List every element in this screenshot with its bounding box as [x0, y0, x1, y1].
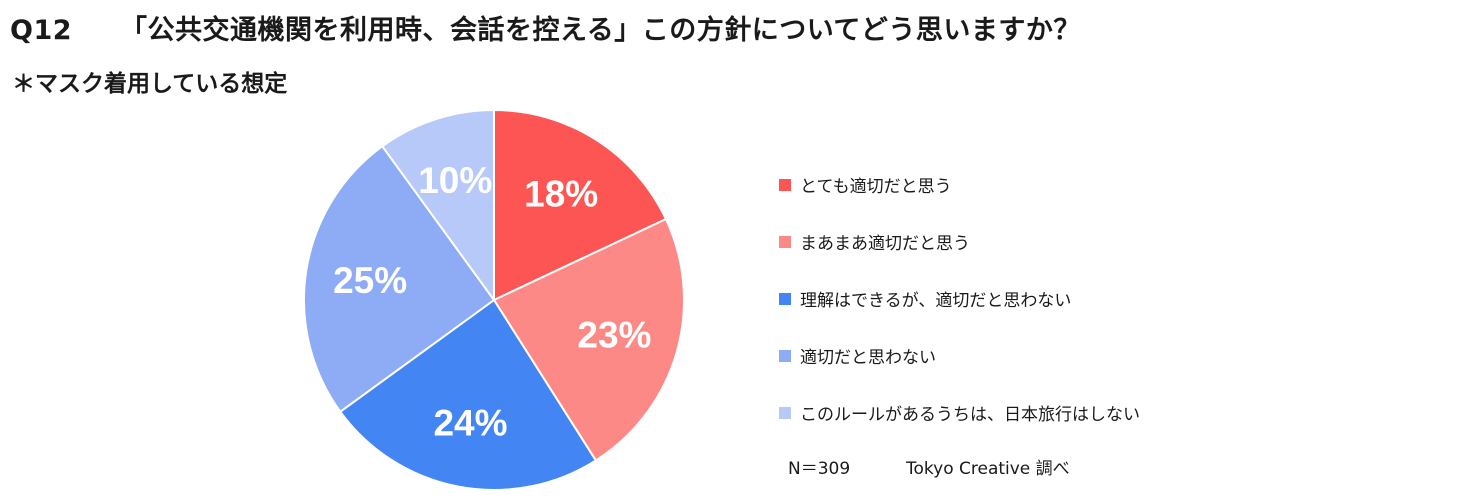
chart-footer: N＝309 Tokyo Creative 調べ — [788, 454, 1070, 479]
legend-swatch — [779, 235, 791, 248]
legend-label: 理解はできるが、適切だと思わない — [800, 291, 1072, 311]
legend-swatch — [779, 178, 791, 191]
sample-size: N＝309 — [788, 459, 851, 479]
legend-label: とても適切だと思う — [800, 177, 952, 197]
source-credit: Tokyo Creative 調べ — [906, 459, 1070, 479]
chart-title: Q12 「公共交通機関を利用時、会話を控える」この方針についてどう思いますか？ — [10, 8, 1081, 47]
data-label-very-appropriate: 18% — [524, 174, 598, 215]
legend-swatch — [779, 349, 791, 362]
legend-label: 適切だと思わない — [800, 348, 936, 368]
legend-item-no-travel: このルールがあるうちは、日本旅行はしない — [779, 384, 1140, 441]
pie-slice-understand-not-appropriate — [338, 298, 598, 491]
legend-label: このルールがあるうちは、日本旅行はしない — [800, 405, 1140, 425]
question-text: 「公共交通機関を利用時、会話を控える」この方針についてどう思いますか？ — [120, 15, 1081, 46]
question-number: Q12 — [10, 15, 73, 46]
legend-item-not-appropriate: 適切だと思わない — [779, 327, 1140, 384]
legend-label: まあまあ適切だと思う — [800, 234, 970, 254]
pie-slice-not-appropriate — [303, 144, 496, 414]
data-label-no-travel: 10% — [418, 160, 492, 201]
pie-slice-very-appropriate — [493, 108, 668, 302]
data-label-somewhat-appropriate: 23% — [577, 314, 651, 355]
legend: とても適切だと思う まあまあ適切だと思う 理解はできるが、適切だと思わない 適切… — [779, 156, 1140, 441]
legend-item-very-appropriate: とても適切だと思う — [779, 156, 1140, 213]
legend-swatch — [779, 292, 791, 305]
data-label-not-appropriate: 25% — [333, 260, 407, 301]
data-label-understand-not-appropriate: 24% — [433, 403, 507, 444]
legend-item-understand-not-appropriate: 理解はできるが、適切だと思わない — [779, 270, 1140, 327]
legend-item-somewhat-appropriate: まあまあ適切だと思う — [779, 213, 1140, 270]
pie-slice-no-travel — [380, 108, 495, 304]
pie-slice-somewhat-appropriate — [492, 217, 685, 462]
chart-subtitle: ＊マスク着用している想定 — [12, 71, 288, 97]
legend-swatch — [779, 406, 791, 419]
